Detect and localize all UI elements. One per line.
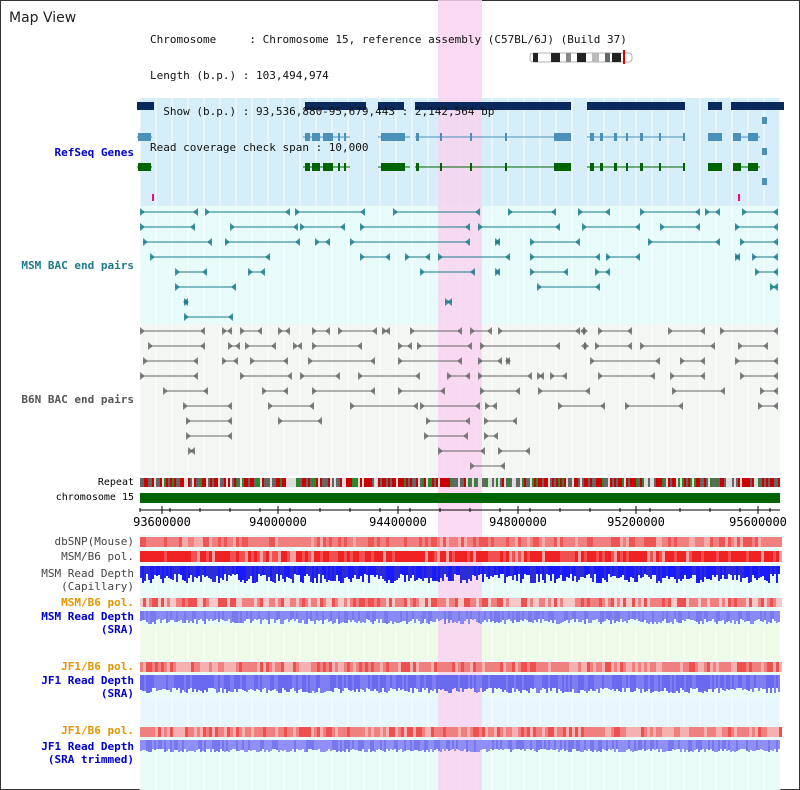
axis-tick-label: 94400000 bbox=[369, 515, 427, 529]
axis-tick-label: 93600000 bbox=[133, 515, 191, 529]
heatmap-tracks bbox=[140, 537, 782, 752]
jf1-b6-pol2-label: JF1/B6 pol. bbox=[61, 724, 134, 737]
jf1-b6-pol-label: JF1/B6 pol. bbox=[61, 660, 134, 673]
highlight-region bbox=[438, 0, 482, 790]
axis-tick-label: 95200000 bbox=[607, 515, 665, 529]
repeat-label: Repeat bbox=[97, 477, 134, 488]
chromosome-ideogram[interactable] bbox=[529, 50, 633, 64]
msm-bac-label[interactable]: MSM BAC end pairs bbox=[21, 259, 134, 272]
refseq-genes-track[interactable] bbox=[137, 102, 784, 201]
dbsnp-label: dbSNP(Mouse) bbox=[54, 535, 134, 548]
info-show: Show (b.p.) : 93,536,880-95,679,443 : 2,… bbox=[150, 105, 495, 118]
repeat-track bbox=[140, 478, 780, 487]
axis-tick-label: 94800000 bbox=[489, 515, 547, 529]
chromosome-info: Chromosome : Chromosome 15, reference as… bbox=[150, 10, 627, 166]
position-axis: 93600000 94000000 94400000 94800000 95200000… bbox=[133, 506, 787, 529]
page-title: Map View bbox=[9, 10, 77, 26]
jf1-depth-sra-label: JF1 Read Depth (SRA) bbox=[41, 674, 134, 700]
info-coverage-span: Read coverage check span : 10,000 bbox=[150, 141, 369, 154]
jf1-depth-trim-label: JF1 Read Depth (SRA trimmed) bbox=[41, 740, 134, 766]
msm-b6-pol-label: MSM/B6 pol. bbox=[61, 550, 134, 563]
msm-b6-pol-sra-label: MSM/B6 pol. bbox=[61, 596, 134, 609]
msm-bac-pairs-track[interactable] bbox=[140, 208, 778, 321]
info-chromosome: Chromosome : Chromosome 15, reference as… bbox=[150, 33, 627, 46]
b6n-bac-pairs-track[interactable] bbox=[140, 327, 778, 470]
msm-depth-capillary-label: MSM Read Depth (Capillary) bbox=[41, 567, 134, 593]
chromosome-label: chromosome 15 bbox=[55, 492, 134, 503]
b6n-bac-label[interactable]: B6N BAC end pairs bbox=[21, 393, 134, 406]
info-length: Length (b.p.) : 103,494,974 bbox=[150, 69, 329, 82]
axis-tick-label: 95600000 bbox=[729, 515, 787, 529]
msm-depth-sra-label: MSM Read Depth (SRA) bbox=[41, 610, 134, 636]
refseq-genes-label[interactable]: RefSeq Genes bbox=[54, 146, 134, 159]
chromosome-bar bbox=[140, 493, 780, 503]
axis-tick-label: 94000000 bbox=[249, 515, 307, 529]
